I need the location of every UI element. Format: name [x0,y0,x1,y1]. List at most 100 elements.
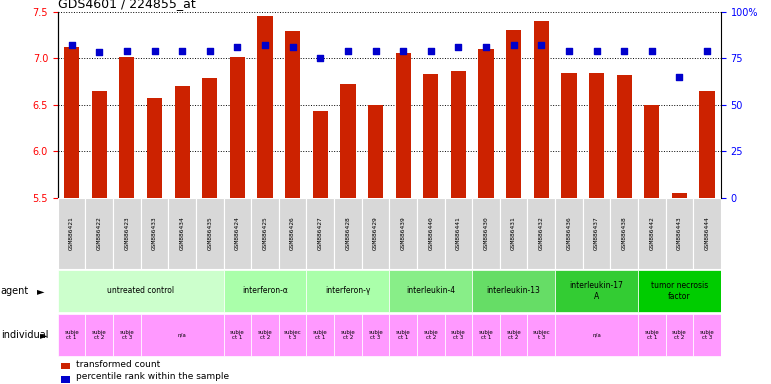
Point [259,42,271,48]
Bar [534,21,549,198]
Bar [417,314,445,356]
Bar [472,198,500,269]
Bar [555,314,638,356]
Point [535,42,547,48]
Bar [389,314,417,356]
Bar [334,314,362,356]
Text: GSM886430: GSM886430 [483,217,489,250]
Text: GSM886438: GSM886438 [621,217,627,250]
Bar [589,73,604,198]
Text: transformed count: transformed count [76,360,160,369]
Bar [86,198,113,269]
Bar [396,53,411,198]
Bar [306,198,334,269]
Text: subje
ct 3: subje ct 3 [369,329,383,341]
Text: percentile rank within the sample: percentile rank within the sample [76,372,229,381]
Bar [251,198,279,269]
Text: subje
ct 1: subje ct 1 [313,329,328,341]
Text: subje
ct 3: subje ct 3 [451,329,466,341]
Bar [362,314,389,356]
Text: GSM886444: GSM886444 [705,217,709,250]
Text: individual: individual [1,330,49,340]
Bar [224,270,306,312]
Text: GSM886425: GSM886425 [263,217,268,250]
Text: GDS4601 / 224855_at: GDS4601 / 224855_at [58,0,196,10]
Text: GSM886431: GSM886431 [511,217,516,250]
Bar [611,198,638,269]
Bar [113,314,140,356]
Point [287,44,299,50]
Bar [555,270,638,312]
Bar [113,198,140,269]
Bar [196,198,224,269]
Text: GSM886442: GSM886442 [649,217,655,250]
Bar [672,193,687,198]
Text: interferon-α: interferon-α [242,286,288,295]
Bar [251,314,279,356]
Text: GSM886439: GSM886439 [401,217,406,250]
Point [314,55,326,61]
Text: subje
ct 1: subje ct 1 [479,329,493,341]
Point [701,48,713,54]
Text: agent: agent [1,286,29,296]
Text: GSM886441: GSM886441 [456,217,461,250]
Bar [423,74,439,198]
Point [148,48,160,54]
Text: GSM886429: GSM886429 [373,217,378,250]
Text: GSM886421: GSM886421 [69,217,74,250]
Text: interleukin-4: interleukin-4 [406,286,456,295]
Text: GSM886435: GSM886435 [207,217,212,250]
Bar [555,198,583,269]
Point [66,42,78,48]
Text: untreated control: untreated control [107,286,174,295]
Point [204,48,216,54]
Bar [389,198,417,269]
Point [342,48,354,54]
Text: subje
ct 2: subje ct 2 [672,329,687,341]
Bar [120,57,134,198]
Bar [285,31,300,198]
Bar [224,314,251,356]
Point [480,44,492,50]
Bar [86,314,113,356]
Bar [140,198,168,269]
Text: subje
ct 2: subje ct 2 [258,329,272,341]
Bar [61,376,70,382]
Bar [665,314,693,356]
Text: interferon-γ: interferon-γ [325,286,371,295]
Bar [583,198,611,269]
Text: GSM886436: GSM886436 [567,217,571,250]
Bar [527,198,555,269]
Text: GSM886423: GSM886423 [124,217,130,250]
Text: GSM886424: GSM886424 [235,217,240,250]
Point [121,48,133,54]
Text: GSM886426: GSM886426 [290,217,295,250]
Text: subje
ct 1: subje ct 1 [645,329,659,341]
Text: subjec
t 3: subjec t 3 [533,329,550,341]
Bar [58,270,224,312]
Bar [500,198,527,269]
Point [563,48,575,54]
Bar [224,198,251,269]
Text: GSM886432: GSM886432 [539,217,544,250]
Text: subje
ct 1: subje ct 1 [230,329,244,341]
Text: interleukin-17
A: interleukin-17 A [570,281,624,301]
Bar [306,314,334,356]
Point [453,44,465,50]
Point [231,44,244,50]
Bar [472,270,555,312]
Text: subje
ct 3: subje ct 3 [120,329,134,341]
Bar [389,270,472,312]
Bar [202,78,217,198]
Bar [445,198,472,269]
Bar [638,270,721,312]
Bar [230,57,245,198]
Bar [168,198,196,269]
Bar [693,198,721,269]
Bar [665,198,693,269]
Bar [617,75,631,198]
Bar [645,104,659,198]
Bar [451,71,466,198]
Point [645,48,658,54]
Text: subje
ct 3: subje ct 3 [700,329,715,341]
